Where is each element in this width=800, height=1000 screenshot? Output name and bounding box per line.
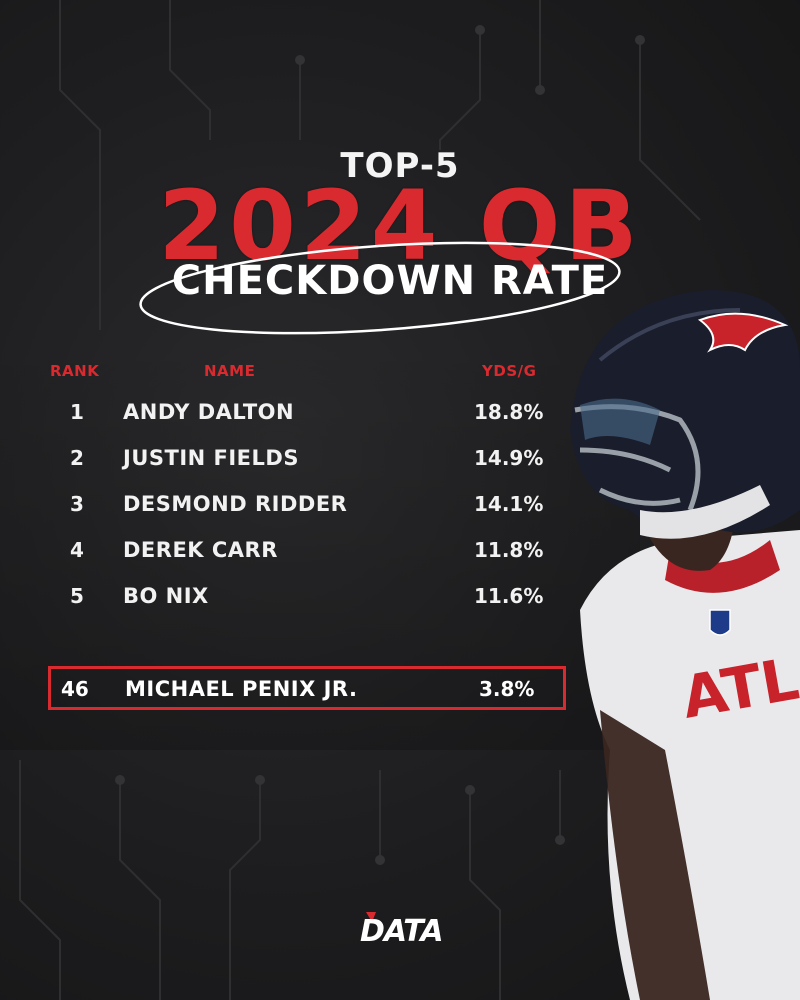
falcons-logo-icon [697,312,789,353]
column-header-rank: RANK [50,362,100,380]
highlight-row: 46 MICHAEL PENIX JR. 3.8% [48,666,566,710]
row-name: JUSTIN FIELDS [123,446,299,470]
row-value: 11.6% [474,584,544,608]
table-row: 2 JUSTIN FIELDS 14.9% [0,444,600,474]
player-photo: ATL [570,290,800,1000]
row-value: 14.9% [474,446,544,470]
row-rank: 5 [70,584,84,608]
row-value: 11.8% [474,538,544,562]
row-value: 18.8% [474,400,544,424]
title-ellipse-decoration [139,241,621,335]
row-name: DESMOND RIDDER [123,492,348,516]
highlight-value: 3.8% [479,677,535,701]
table-row: 5 BO NIX 11.6% [0,582,600,612]
title-subtitle: CHECKDOWN RATE [171,258,609,304]
row-name: DEREK CARR [123,538,278,562]
row-rank: 4 [70,538,84,562]
nfl-shield-icon [709,609,731,636]
column-header-name: NAME [204,362,256,380]
row-rank: 2 [70,446,84,470]
highlight-rank: 46 [61,677,89,701]
column-header-value: YDS/G [482,362,537,380]
row-name: BO NIX [123,584,209,608]
table-panel [0,330,640,750]
row-name: ANDY DALTON [123,400,295,424]
table-row: 3 DESMOND RIDDER 14.1% [0,490,600,520]
row-rank: 3 [70,492,84,516]
title-main: 2024 QB [158,170,642,282]
row-rank: 1 [70,400,84,424]
highlight-name: MICHAEL PENIX JR. [125,677,358,701]
table-row: 4 DEREK CARR 11.8% [0,536,600,566]
logo-text: DATA [360,914,444,949]
row-value: 14.1% [474,492,544,516]
title-top: TOP-5 [340,146,460,186]
data-logo: DATA [360,908,444,960]
table-row: 1 ANDY DALTON 18.8% [0,398,600,428]
